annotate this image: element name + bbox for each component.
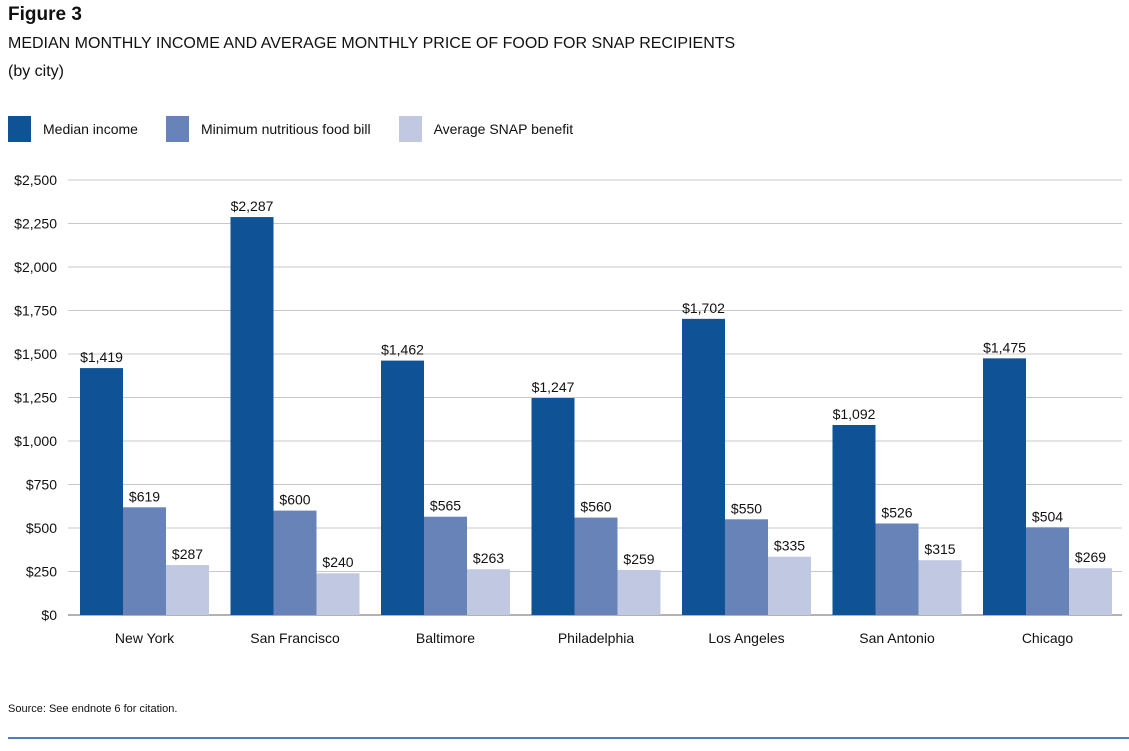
x-tick-label: Chicago (1022, 630, 1074, 646)
source-note: Source: See endnote 6 for citation. (8, 703, 178, 715)
data-label: $526 (881, 504, 912, 520)
data-label: $259 (623, 551, 654, 567)
legend-label: Minimum nutritious food bill (200, 121, 371, 137)
legend-item-median-income: Median income (8, 116, 138, 142)
bar (983, 358, 1026, 615)
legend: Median income Minimum nutritious food bi… (8, 116, 601, 142)
figure-label: Figure 3 (8, 4, 82, 25)
y-tick-label: $0 (41, 607, 57, 623)
legend-item-food-bill: Minimum nutritious food bill (165, 116, 371, 142)
data-label: $600 (279, 492, 310, 508)
y-tick-label: $250 (26, 564, 57, 580)
bar (424, 516, 467, 615)
bar (574, 517, 618, 615)
bar (273, 510, 317, 615)
bar (918, 560, 962, 615)
bar (682, 318, 725, 615)
data-label: $315 (924, 541, 955, 557)
y-tick-label: $750 (26, 477, 57, 493)
data-label: $335 (774, 538, 805, 554)
y-tick-label: $1,000 (14, 433, 57, 449)
data-label: $1,462 (381, 342, 424, 358)
y-tick-label: $2,250 (14, 216, 57, 232)
data-label: $565 (430, 498, 461, 514)
data-label: $263 (473, 550, 504, 566)
bar (832, 424, 876, 615)
x-tick-label: San Antonio (859, 630, 935, 646)
legend-label: Average SNAP benefit (433, 121, 574, 137)
x-tick-label: Los Angeles (708, 630, 784, 646)
bar (316, 573, 360, 615)
bar (123, 507, 166, 615)
data-label: $560 (580, 499, 611, 515)
data-label: $550 (731, 500, 762, 516)
y-tick-label: $2,000 (14, 259, 57, 275)
data-label: $1,702 (682, 300, 725, 316)
y-tick-label: $2,500 (14, 172, 57, 188)
data-label: $2,287 (231, 198, 274, 214)
x-tick-label: Baltimore (416, 630, 475, 646)
bar (875, 523, 919, 615)
legend-swatch (8, 116, 31, 142)
bar (381, 360, 424, 615)
data-label: $1,092 (833, 406, 876, 422)
data-label: $1,419 (80, 349, 123, 365)
y-tick-label: $500 (26, 520, 57, 536)
legend-item-snap-benefit: Average SNAP benefit (398, 116, 574, 142)
bar (1026, 527, 1069, 615)
bar (617, 569, 661, 615)
bar (80, 368, 123, 615)
bar (725, 519, 768, 615)
data-label: $269 (1075, 549, 1106, 565)
data-label: $240 (322, 554, 353, 570)
x-tick-label: Philadelphia (558, 630, 634, 646)
x-tick-label: New York (115, 630, 175, 646)
y-tick-label: $1,750 (14, 303, 57, 319)
y-tick-label: $1,500 (14, 346, 57, 362)
x-tick-label: San Francisco (250, 630, 340, 646)
chart-subtitle: (by city) (8, 63, 64, 80)
bar (467, 569, 510, 615)
data-label: $1,247 (532, 379, 575, 395)
bar (1069, 568, 1112, 615)
bar (768, 556, 811, 615)
data-label: $504 (1032, 508, 1063, 524)
data-label: $619 (129, 488, 160, 504)
data-label: $1,475 (983, 339, 1026, 355)
legend-swatch (398, 116, 422, 142)
bar (230, 217, 274, 615)
y-tick-label: $1,250 (14, 390, 57, 406)
legend-label: Median income (43, 121, 138, 137)
bar (166, 565, 209, 615)
chart-title: MEDIAN MONTHLY INCOME AND AVERAGE MONTHL… (8, 35, 736, 52)
legend-swatch (165, 116, 189, 142)
bar (531, 398, 575, 615)
footer-rule (8, 737, 1129, 739)
data-label: $287 (172, 546, 203, 562)
